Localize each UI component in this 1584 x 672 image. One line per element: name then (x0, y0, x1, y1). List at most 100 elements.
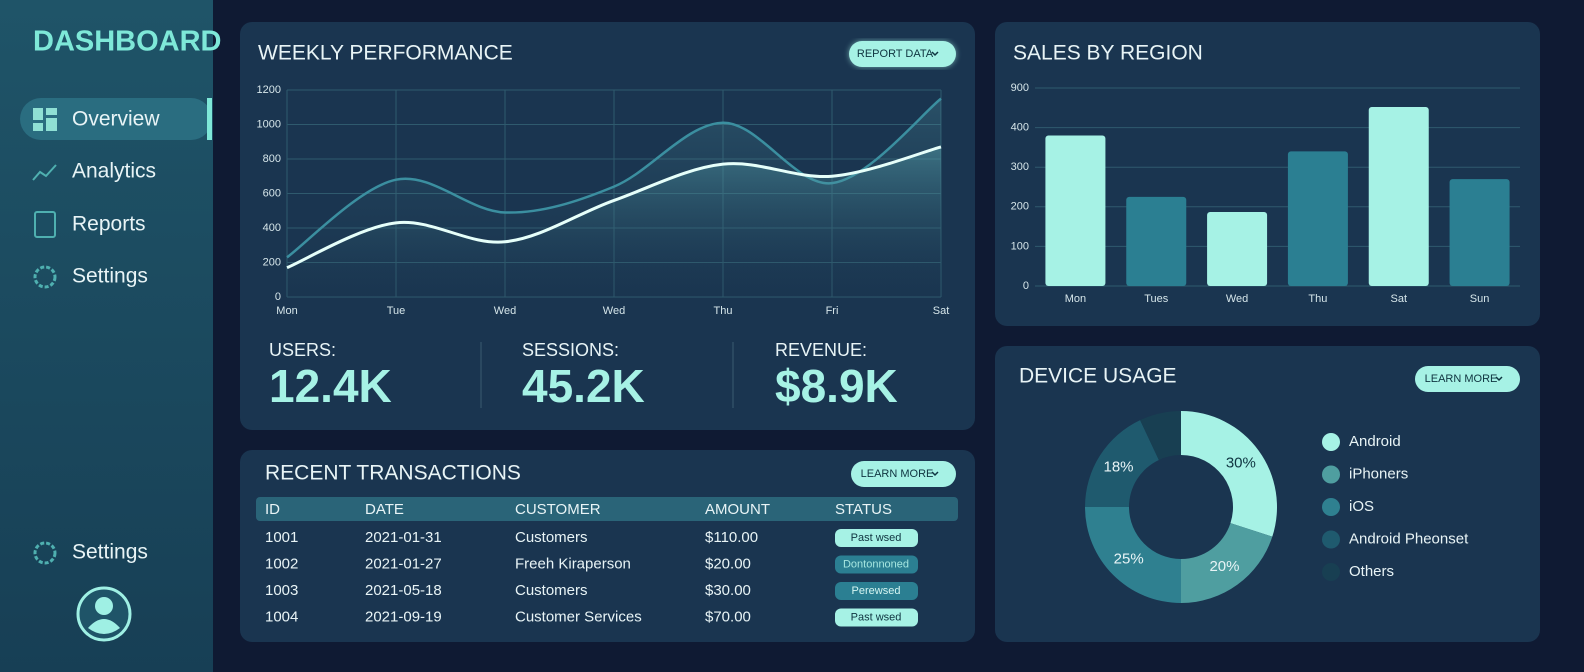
slice-label: 30% (1226, 454, 1256, 471)
button-label: LEARN MORE (1425, 373, 1498, 385)
cell: 2021-01-31 (365, 529, 442, 546)
x-tick-label: Thu (1308, 293, 1327, 305)
donut-slice (1085, 507, 1181, 603)
bar (1126, 196, 1187, 286)
cell: $20.00 (705, 555, 751, 572)
bar (1449, 179, 1510, 286)
legend-swatch (1322, 465, 1340, 484)
button[interactable]: LEARN MORE (1415, 366, 1520, 392)
cell: 1004 (265, 608, 298, 625)
x-tick-label: Tue (387, 305, 406, 317)
column-header: AMOUNT (705, 501, 770, 518)
column-header: ID (265, 501, 280, 518)
nav-item[interactable]: Analytics (72, 160, 156, 183)
legend-label: iOS (1349, 498, 1374, 515)
stat-value: 45.2K (522, 360, 645, 412)
column-header: DATE (365, 501, 404, 518)
bar (1207, 211, 1268, 286)
settings-icon (33, 265, 57, 289)
table-header (256, 497, 958, 521)
stat-label: SESSIONS: (522, 340, 619, 360)
card-title: DEVICE USAGE (1019, 365, 1177, 388)
donut-slice (1085, 420, 1159, 507)
y-tick-label: 400 (263, 222, 281, 234)
cell: Freeh Kiraperson (515, 555, 631, 572)
cell: Customers (515, 582, 588, 599)
nav-item[interactable]: Reports (72, 213, 146, 236)
y-tick-label: 300 (1011, 161, 1029, 173)
y-tick-label: 0 (1023, 280, 1029, 292)
nav: Overview Analytics Reports Settings Sett… (72, 108, 160, 564)
nav-item[interactable]: Settings (72, 541, 148, 564)
status: Dontonnoned (843, 558, 909, 570)
stat-value: 12.4K (269, 360, 392, 412)
cell: $30.00 (705, 582, 751, 599)
card-title: WEEKLY PERFORMANCE (258, 42, 513, 65)
y-tick-label: 0 (275, 291, 281, 303)
reports-icon (34, 211, 56, 238)
area (287, 146, 941, 297)
nav-item[interactable]: Overview (72, 108, 160, 131)
slice-label: 25% (1114, 550, 1144, 567)
stat-label: REVENUE: (775, 340, 867, 360)
nav-item[interactable]: Settings (72, 265, 148, 288)
y-tick-label: 100 (1011, 240, 1029, 252)
cell: $110.00 (705, 529, 758, 546)
legend-label: iPhoners (1349, 465, 1408, 482)
y-tick-label: 800 (263, 153, 281, 165)
button-label: LEARN MORE (861, 468, 934, 480)
x-tick-label: Mon (276, 305, 297, 317)
card-title: RECENT TRANSACTIONS (265, 462, 521, 485)
cell: 2021-05-18 (365, 582, 442, 599)
y-tick-label: 400 (1011, 122, 1029, 134)
x-tick-label: Sat (1390, 293, 1407, 305)
cell: $70.00 (705, 608, 751, 625)
slice-label: 18% (1104, 458, 1134, 475)
y-tick-label: 200 (1011, 201, 1029, 213)
legend-swatch (1322, 530, 1340, 549)
stat-value: $8.9K (775, 360, 898, 412)
card-title: SALES BY REGION (1013, 42, 1203, 65)
status-pill (835, 555, 918, 574)
y-tick-label: 900 (1011, 82, 1029, 94)
status: Perewsed (852, 585, 901, 597)
button-label: REPORT DATA (857, 48, 934, 60)
button[interactable]: LEARN MORE (851, 461, 956, 487)
cell: 2021-01-27 (365, 555, 442, 572)
cell: Customer Services (515, 608, 642, 625)
donut-slice (1181, 411, 1277, 537)
cell: Customers (515, 529, 588, 546)
analytics-icon (32, 164, 57, 181)
x-tick-label: Sun (1470, 293, 1490, 305)
legend-label: Others (1349, 563, 1394, 580)
overview-icon (33, 108, 57, 131)
x-tick-label: Mon (1065, 293, 1086, 305)
status-pill (835, 582, 918, 600)
donut-slice (1140, 411, 1181, 460)
x-tick-label: Wed (494, 305, 516, 317)
status: Past wsed (851, 611, 902, 623)
legend-swatch (1322, 433, 1340, 451)
x-tick-label: Fri (826, 305, 839, 317)
bar (1287, 151, 1348, 286)
y-tick-label: 600 (263, 187, 281, 199)
active-nav (20, 98, 212, 140)
x-tick-label: Wed (1226, 293, 1248, 305)
bar (1045, 135, 1106, 286)
legend-swatch (1322, 563, 1340, 581)
x-tick-label: Wed (603, 305, 625, 317)
y-tick-label: 200 (263, 256, 281, 268)
bar (1368, 107, 1429, 287)
x-tick-label: Sat (933, 305, 950, 317)
app-title: DASHBOARD (33, 26, 222, 58)
donut-slice (1181, 523, 1273, 603)
x-tick-label: Tues (1144, 293, 1169, 305)
slice-label: 20% (1209, 558, 1239, 575)
cell: 1003 (265, 582, 298, 599)
avatar[interactable] (76, 586, 132, 642)
column-header: CUSTOMER (515, 501, 601, 518)
legend-swatch (1322, 498, 1340, 516)
button[interactable]: REPORT DATA (849, 41, 956, 67)
settings-icon (33, 541, 57, 565)
